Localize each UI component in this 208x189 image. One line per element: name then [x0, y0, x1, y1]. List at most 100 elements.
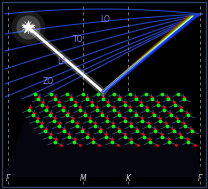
Point — [118, 98, 121, 101]
Point — [118, 95, 121, 98]
Point — [142, 135, 145, 138]
Point — [86, 135, 89, 138]
Point — [33, 92, 37, 95]
Point — [180, 108, 183, 112]
Point — [67, 135, 71, 138]
Point — [45, 106, 48, 109]
Point — [73, 138, 76, 141]
Point — [123, 116, 126, 119]
Point — [162, 106, 166, 109]
Point — [168, 141, 171, 144]
Point — [130, 141, 133, 144]
Point — [135, 111, 138, 114]
Text: K: K — [125, 174, 130, 183]
Text: Γ: Γ — [6, 174, 10, 183]
Point — [173, 103, 176, 106]
Point — [123, 119, 126, 122]
Point — [158, 116, 161, 119]
Point — [129, 92, 132, 95]
Point — [123, 132, 126, 136]
Point — [65, 92, 68, 95]
Point — [74, 100, 77, 103]
Point — [150, 95, 153, 98]
Point — [102, 98, 105, 101]
Point — [71, 116, 74, 119]
Point — [48, 135, 52, 138]
Point — [80, 130, 84, 133]
Point — [145, 106, 149, 109]
Point — [94, 122, 97, 125]
Point — [147, 122, 150, 125]
Point — [144, 92, 148, 95]
Point — [70, 95, 73, 98]
Point — [111, 125, 115, 128]
Point — [165, 122, 168, 125]
Point — [92, 141, 95, 144]
Point — [49, 111, 52, 114]
Point — [118, 114, 121, 117]
Point — [100, 114, 104, 117]
Point — [88, 119, 91, 122]
Point — [58, 122, 61, 125]
Text: M: M — [80, 174, 86, 183]
Point — [53, 116, 57, 119]
Point — [160, 132, 163, 136]
Point — [167, 138, 171, 141]
Point — [102, 95, 105, 98]
Point — [99, 130, 102, 133]
Point — [63, 127, 66, 130]
Point — [176, 92, 179, 95]
Point — [36, 116, 39, 119]
Point — [57, 103, 60, 106]
Point — [134, 95, 137, 98]
Point — [129, 125, 132, 128]
Point — [81, 92, 84, 95]
Point — [129, 122, 132, 125]
Text: ZO: ZO — [42, 77, 54, 85]
Point — [147, 125, 150, 128]
Point — [186, 111, 189, 114]
Text: LO: LO — [100, 15, 110, 23]
Point — [106, 119, 109, 122]
Point — [90, 100, 94, 103]
Point — [129, 106, 132, 109]
Point — [160, 92, 163, 95]
Point — [107, 103, 110, 106]
Point — [40, 122, 43, 125]
Point — [165, 125, 168, 128]
Point — [83, 114, 86, 117]
Point — [45, 127, 48, 130]
Point — [158, 119, 162, 122]
Point — [172, 100, 176, 103]
Point — [155, 143, 158, 146]
Point — [90, 103, 93, 106]
Point — [123, 100, 126, 103]
Point — [190, 127, 193, 130]
Point — [118, 111, 121, 114]
Point — [190, 130, 194, 133]
Point — [44, 130, 47, 133]
Point — [150, 98, 154, 101]
Point — [86, 95, 89, 98]
Point — [182, 95, 185, 98]
Point — [100, 111, 104, 114]
Point — [187, 141, 190, 144]
Point — [57, 125, 61, 128]
Text: LA: LA — [57, 57, 67, 66]
Point — [112, 108, 115, 112]
Point — [107, 100, 110, 103]
Point — [39, 125, 43, 128]
Point — [135, 130, 139, 133]
Point — [117, 143, 120, 146]
Point — [59, 143, 63, 146]
Point — [95, 106, 99, 109]
Point — [117, 127, 120, 130]
Point — [186, 138, 189, 141]
Point — [53, 141, 57, 144]
Point — [49, 92, 53, 95]
Point — [148, 138, 152, 141]
Point — [61, 108, 64, 112]
Point — [66, 114, 69, 117]
Point — [85, 98, 89, 101]
Point — [78, 108, 81, 112]
